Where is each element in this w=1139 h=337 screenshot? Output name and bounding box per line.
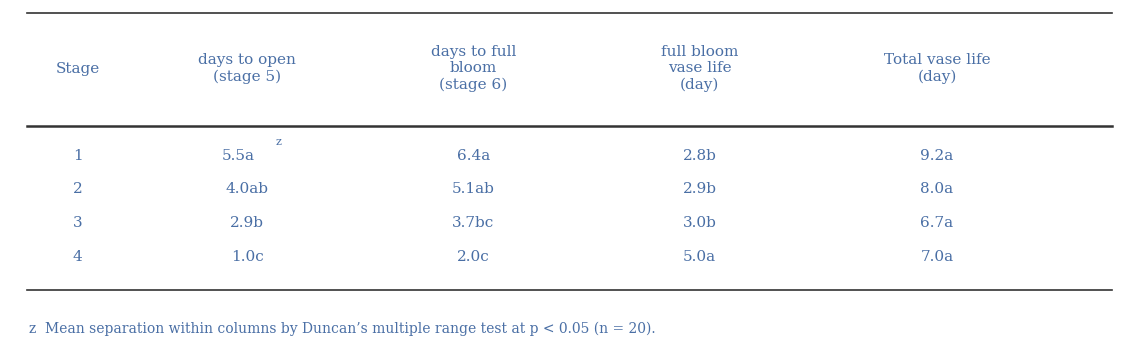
- Text: 4.0ab: 4.0ab: [226, 182, 269, 196]
- Text: 2.8b: 2.8b: [682, 149, 716, 163]
- Text: Stage: Stage: [56, 62, 100, 76]
- Text: 1.0c: 1.0c: [231, 250, 263, 264]
- Text: 3: 3: [73, 216, 82, 230]
- Text: 8.0a: 8.0a: [920, 182, 953, 196]
- Text: 1: 1: [73, 149, 82, 163]
- Text: 9.2a: 9.2a: [920, 149, 953, 163]
- Text: Total vase life
(day): Total vase life (day): [884, 53, 990, 84]
- Text: 2.0c: 2.0c: [457, 250, 490, 264]
- Text: 5.5a: 5.5a: [222, 149, 255, 163]
- Text: 3.7bc: 3.7bc: [452, 216, 494, 230]
- Text: 2: 2: [73, 182, 82, 196]
- Text: z  Mean separation within columns by Duncan’s multiple range test at p < 0.05 (n: z Mean separation within columns by Dunc…: [28, 321, 656, 336]
- Text: 3.0b: 3.0b: [682, 216, 716, 230]
- Text: 6.4a: 6.4a: [457, 149, 490, 163]
- Text: full bloom
vase life
(day): full bloom vase life (day): [661, 45, 738, 92]
- Text: 7.0a: 7.0a: [920, 250, 953, 264]
- Text: 2.9b: 2.9b: [230, 216, 264, 230]
- Text: 5.0a: 5.0a: [683, 250, 716, 264]
- Text: 2.9b: 2.9b: [682, 182, 716, 196]
- Text: days to open
(stage 5): days to open (stage 5): [198, 53, 296, 84]
- Text: 5.1ab: 5.1ab: [452, 182, 494, 196]
- Text: 4: 4: [73, 250, 82, 264]
- Text: 6.7a: 6.7a: [920, 216, 953, 230]
- Text: days to full
bloom
(stage 6): days to full bloom (stage 6): [431, 45, 516, 92]
- Text: z: z: [276, 136, 281, 147]
